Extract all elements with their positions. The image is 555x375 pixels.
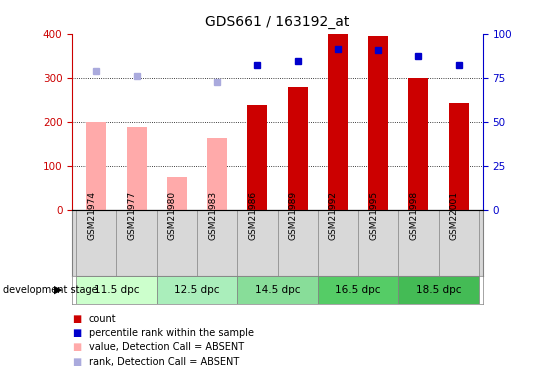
Text: GSM21995: GSM21995: [369, 190, 378, 240]
Bar: [237, 276, 318, 304]
Text: ■: ■: [72, 357, 82, 366]
Text: count: count: [89, 314, 117, 324]
Text: 16.5 dpc: 16.5 dpc: [335, 285, 381, 295]
Text: GSM21983: GSM21983: [208, 190, 217, 240]
Bar: [318, 276, 398, 304]
Text: GDS661 / 163192_at: GDS661 / 163192_at: [205, 15, 350, 29]
Text: GSM21992: GSM21992: [329, 191, 338, 240]
Text: ■: ■: [72, 328, 82, 338]
Text: ▶: ▶: [54, 285, 63, 295]
Bar: [86, 122, 107, 210]
Text: development stage: development stage: [3, 285, 97, 295]
Text: GSM21986: GSM21986: [249, 190, 258, 240]
Text: GSM21977: GSM21977: [128, 190, 137, 240]
Bar: [127, 127, 147, 210]
Bar: [448, 104, 469, 210]
Text: GSM21974: GSM21974: [87, 191, 97, 240]
Text: 11.5 dpc: 11.5 dpc: [94, 285, 139, 295]
Text: GSM22001: GSM22001: [450, 191, 458, 240]
Bar: [157, 276, 237, 304]
Bar: [368, 36, 388, 210]
Text: 12.5 dpc: 12.5 dpc: [174, 285, 220, 295]
Text: GSM21980: GSM21980: [168, 190, 177, 240]
Bar: [328, 34, 348, 210]
Bar: [248, 105, 268, 210]
Text: 18.5 dpc: 18.5 dpc: [416, 285, 461, 295]
Text: GSM21998: GSM21998: [410, 190, 418, 240]
Bar: [166, 177, 187, 210]
Bar: [76, 276, 157, 304]
Text: GSM21989: GSM21989: [289, 190, 297, 240]
Text: percentile rank within the sample: percentile rank within the sample: [89, 328, 254, 338]
Bar: [287, 87, 307, 210]
Text: rank, Detection Call = ABSENT: rank, Detection Call = ABSENT: [89, 357, 239, 366]
Text: 14.5 dpc: 14.5 dpc: [255, 285, 300, 295]
Bar: [398, 276, 479, 304]
Text: value, Detection Call = ABSENT: value, Detection Call = ABSENT: [89, 342, 244, 352]
Bar: [408, 78, 428, 210]
Bar: [207, 138, 227, 210]
Text: ■: ■: [72, 314, 82, 324]
Text: ■: ■: [72, 342, 82, 352]
